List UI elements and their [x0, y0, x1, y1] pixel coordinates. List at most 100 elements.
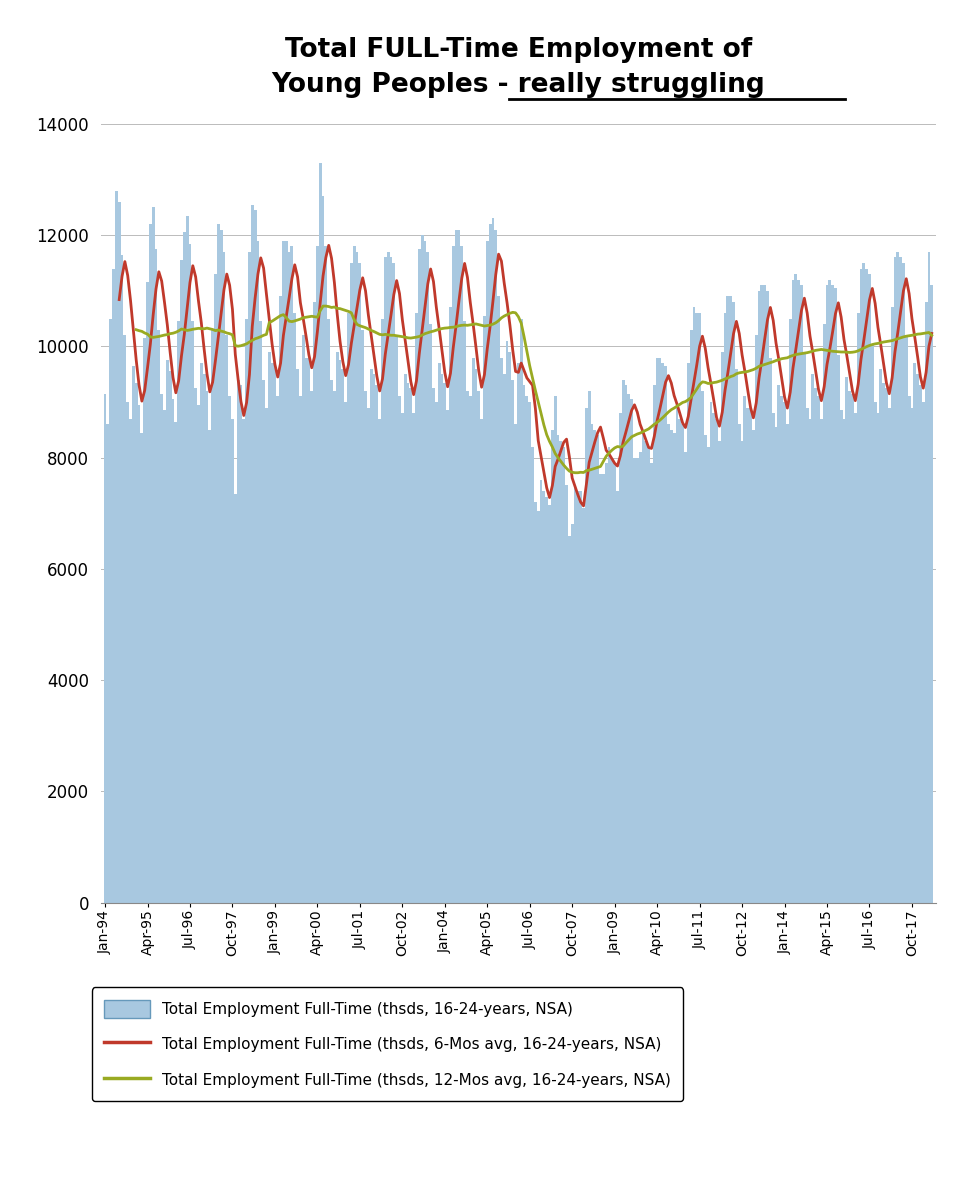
Bar	[330, 380, 333, 903]
Bar	[664, 366, 667, 903]
Bar	[808, 419, 811, 903]
Bar	[718, 441, 721, 903]
Bar	[625, 386, 628, 903]
Bar	[780, 396, 783, 903]
Bar	[803, 352, 805, 903]
Bar	[862, 263, 865, 903]
Bar	[163, 411, 166, 903]
Bar	[358, 263, 361, 903]
Bar	[826, 286, 828, 903]
Bar	[653, 386, 656, 903]
Bar	[579, 491, 582, 903]
Bar	[888, 407, 891, 903]
Bar	[412, 413, 415, 903]
Bar	[342, 368, 345, 903]
Bar	[393, 263, 396, 903]
Bar	[715, 419, 718, 903]
Bar	[823, 324, 826, 903]
Bar	[458, 230, 461, 903]
Bar	[444, 382, 446, 903]
Bar	[619, 413, 622, 903]
Bar	[667, 425, 670, 903]
Bar	[746, 407, 749, 903]
Bar	[418, 249, 420, 903]
Bar	[205, 391, 208, 903]
Bar	[180, 261, 183, 903]
Bar	[709, 402, 712, 903]
Bar	[112, 269, 115, 903]
Bar	[834, 288, 837, 903]
Bar	[183, 232, 185, 903]
Bar	[497, 296, 500, 903]
Bar	[852, 394, 853, 903]
Bar	[446, 411, 449, 903]
Bar	[299, 396, 301, 903]
Bar	[846, 378, 849, 903]
Bar	[452, 247, 455, 903]
Bar	[316, 247, 319, 903]
Bar	[517, 363, 519, 903]
Bar	[489, 224, 492, 903]
Bar	[817, 396, 820, 903]
Bar	[121, 255, 124, 903]
Legend: Total Employment Full-Time (thsds, 16-24-years, NSA), Total Employment Full-Time: Total Employment Full-Time (thsds, 16-24…	[92, 988, 684, 1101]
Bar	[449, 308, 452, 903]
Bar	[146, 282, 149, 903]
Bar	[769, 358, 772, 903]
Bar	[486, 241, 489, 903]
Bar	[927, 251, 930, 903]
Bar	[333, 391, 336, 903]
Bar	[741, 441, 743, 903]
Bar	[630, 399, 633, 903]
Bar	[707, 446, 709, 903]
Bar	[178, 321, 180, 903]
Bar	[828, 280, 831, 903]
Bar	[528, 402, 531, 903]
Bar	[370, 368, 372, 903]
Bar	[423, 241, 426, 903]
Bar	[636, 458, 638, 903]
Bar	[468, 396, 471, 903]
Bar	[582, 507, 585, 903]
Bar	[463, 321, 466, 903]
Bar	[228, 396, 231, 903]
Bar	[339, 360, 342, 903]
Bar	[307, 358, 310, 903]
Bar	[294, 313, 296, 903]
Bar	[755, 335, 757, 903]
Bar	[166, 360, 169, 903]
Bar	[661, 363, 664, 903]
Bar	[220, 230, 223, 903]
Bar	[237, 380, 240, 903]
Bar	[749, 407, 752, 903]
Bar	[185, 216, 188, 903]
Bar	[894, 257, 897, 903]
Bar	[908, 396, 910, 903]
Bar	[616, 491, 619, 903]
Bar	[355, 251, 358, 903]
Bar	[345, 402, 348, 903]
Text: Young Peoples - really struggling: Young Peoples - really struggling	[272, 72, 765, 98]
Bar	[519, 319, 522, 903]
Bar	[274, 363, 276, 903]
Bar	[900, 257, 902, 903]
Bar	[775, 427, 778, 903]
Bar	[319, 163, 322, 903]
Bar	[613, 464, 616, 903]
Bar	[503, 374, 506, 903]
Text: Total FULL-Time Employment of: Total FULL-Time Employment of	[285, 37, 752, 63]
Bar	[367, 407, 370, 903]
Bar	[512, 380, 515, 903]
Bar	[188, 243, 191, 903]
Bar	[727, 296, 730, 903]
Bar	[698, 313, 701, 903]
Bar	[924, 302, 927, 903]
Bar	[372, 374, 375, 903]
Bar	[441, 374, 444, 903]
Bar	[647, 446, 650, 903]
Bar	[757, 290, 760, 903]
Bar	[608, 446, 611, 903]
Bar	[686, 363, 689, 903]
Bar	[226, 335, 228, 903]
Bar	[396, 335, 398, 903]
